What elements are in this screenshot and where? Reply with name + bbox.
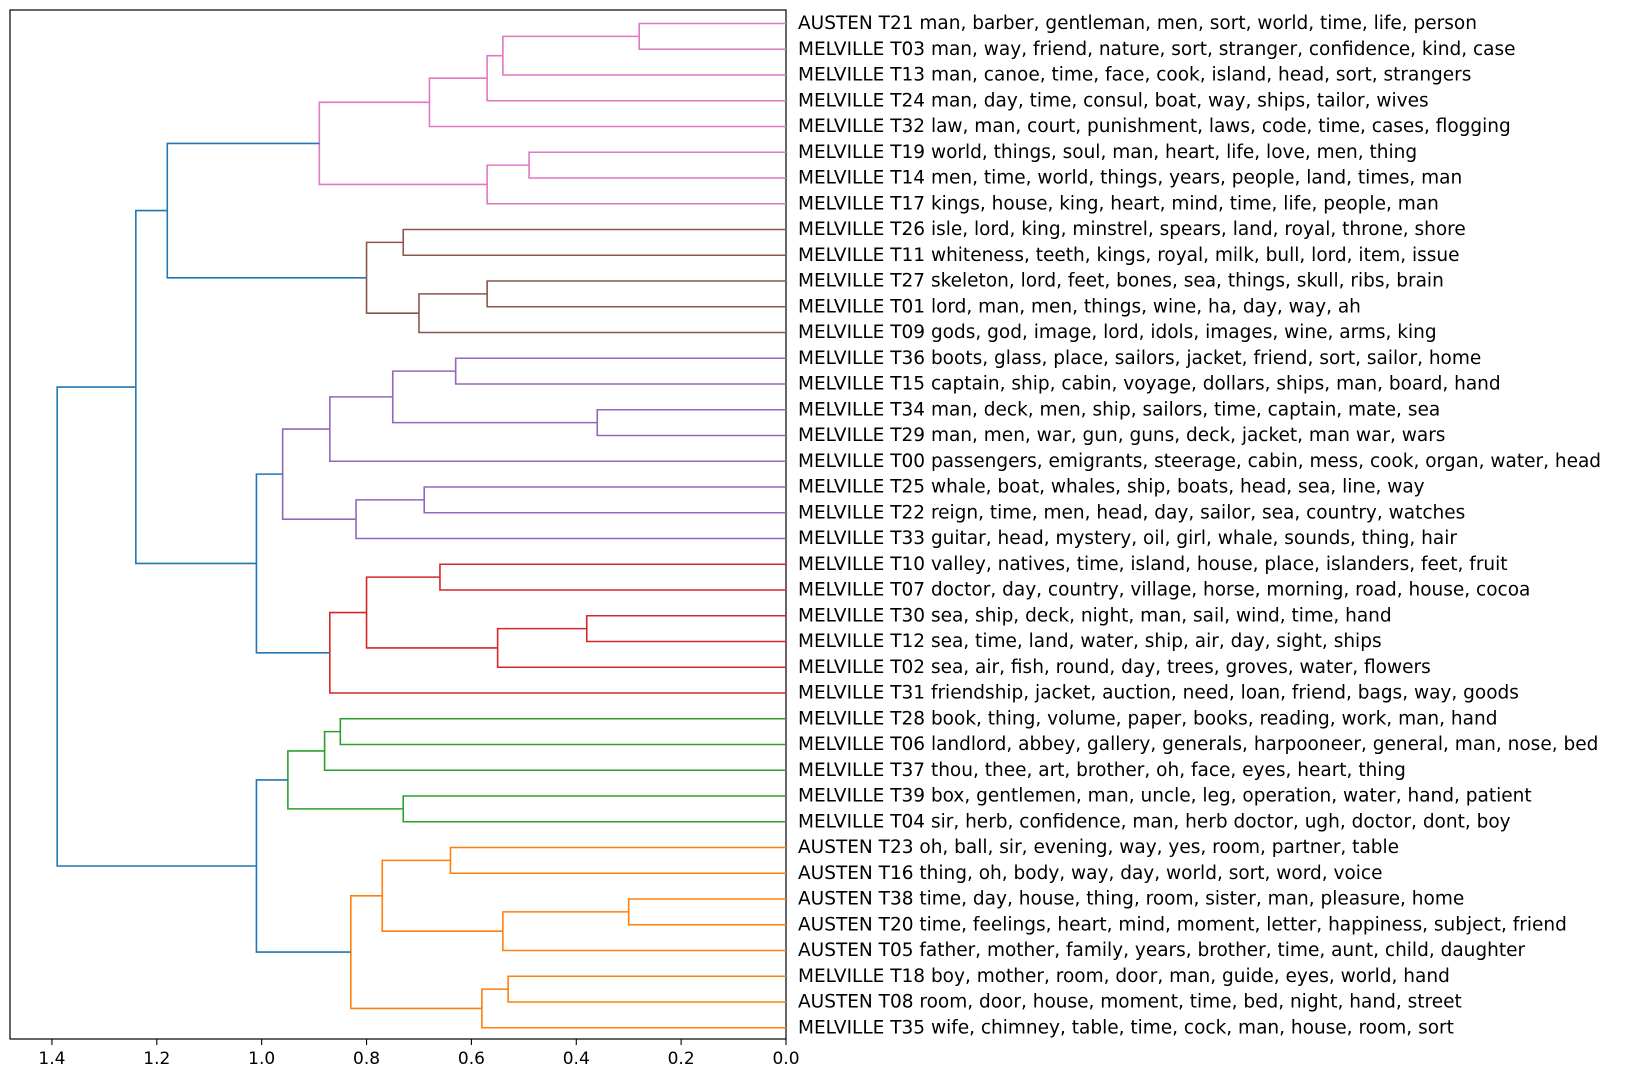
dendrogram-link-n28 (323, 730, 786, 772)
x-tick-label: 0.4 (563, 1049, 590, 1069)
leaf-label: AUSTEN T08 room, door, house, moment, ti… (798, 992, 1462, 1013)
leaf-label: MELVILLE T34 man, deck, men, ship, sailo… (798, 399, 1440, 420)
dendrogram-link-n4 (428, 77, 786, 128)
x-tick-label: 1.2 (143, 1049, 170, 1069)
dendrogram-links (56, 22, 786, 1029)
dendrogram-link-n14 (596, 408, 786, 437)
dendrogram-link-n33 (502, 911, 786, 952)
leaf-label: MELVILLE T26 isle, lord, king, minstrel,… (798, 219, 1466, 240)
dendrogram-link-n26 (135, 209, 257, 565)
leaf-label: MELVILLE T13 man, canoe, time, face, coo… (798, 65, 1471, 86)
leaf-label: MELVILLE T06 landlord, abbey, gallery, g… (798, 734, 1598, 755)
leaf-label: AUSTEN T38 time, day, house, thing, room… (798, 889, 1464, 910)
dendrogram-link-n30 (287, 750, 404, 810)
leaf-label: MELVILLE T31 friendship, jacket, auction… (798, 683, 1519, 704)
x-axis: 1.4 1.2 1.0 0.8 0.6 0.4 0.2 0.0 (38, 1039, 800, 1069)
dendrogram-link-n18 (355, 499, 786, 540)
leaf-label: MELVILLE T29 man, men, war, gun, guns, d… (798, 425, 1445, 446)
leaf-label: MELVILLE T32 law, man, court, punishment… (798, 116, 1511, 137)
leaf-label: MELVILLE T39 box, gentlemen, man, uncle,… (798, 786, 1532, 807)
plot-area-frame (9, 9, 787, 1040)
leaf-label: MELVILLE T14 men, time, world, things, y… (798, 168, 1462, 189)
leaf-label: MELVILLE T25 whale, boat, whales, ship, … (798, 477, 1425, 498)
x-tick-label: 1.4 (38, 1049, 65, 1069)
dendrogram-link-n6 (486, 164, 786, 205)
dendrogram-link-n7 (318, 101, 488, 186)
leaf-label: AUSTEN T05 father, mother, family, years… (798, 940, 1525, 961)
leaf-label: MELVILLE T07 doctor, day, country, villa… (798, 580, 1530, 601)
leaf-label: MELVILLE T35 wife, chimney, table, time,… (798, 1017, 1454, 1038)
x-tick-label: 0.2 (668, 1049, 695, 1069)
leaf-label: MELVILLE T33 guitar, head, mystery, oil,… (798, 528, 1457, 549)
x-tick-label: 0.6 (458, 1049, 485, 1069)
leaf-label: MELVILLE T03 man, way, friend, nature, s… (798, 39, 1516, 60)
dendrogram-link-n32 (627, 898, 786, 926)
leaf-label: MELVILLE T28 book, thing, volume, paper,… (798, 708, 1497, 729)
dendrogram-link-n8 (402, 228, 786, 257)
dendrogram-link-n23 (365, 576, 498, 649)
dendrogram-link-n38 (255, 779, 351, 953)
leaf-label: MELVILLE T02 sea, air, fish, round, day,… (798, 657, 1431, 678)
dendrogram-link-n25 (255, 473, 330, 654)
leaf-label: MELVILLE T12 sea, time, land, water, shi… (798, 631, 1382, 652)
dendrogram-link-n34 (381, 859, 503, 932)
dendrogram-link-n19 (281, 428, 357, 520)
leaf-labels: AUSTEN T21 man, barber, gentleman, men, … (798, 13, 1601, 1038)
dendrogram-link-n27 (339, 717, 786, 746)
dendrogram-link-n9 (486, 280, 786, 308)
leaf-label: AUSTEN T16 thing, oh, body, way, day, wo… (798, 863, 1382, 884)
dendrogram-link-n10 (418, 293, 786, 334)
dendrogram-link-n35 (507, 975, 786, 1003)
x-tick-label: 1.0 (248, 1049, 275, 1069)
leaf-label: MELVILLE T00 passengers, emigrants, stee… (798, 451, 1601, 472)
x-tick-label: 0.0 (772, 1049, 799, 1069)
dendrogram-link-n13 (454, 357, 786, 385)
leaf-label: MELVILLE T18 boy, mother, room, door, ma… (798, 966, 1450, 987)
leaf-label: MELVILLE T09 gods, god, image, lord, ido… (798, 322, 1437, 343)
dendrogram-link-n12 (166, 142, 367, 279)
dendrogram-link-n29 (402, 795, 786, 823)
dendrogram-link-n31 (449, 846, 786, 875)
dendrogram-link-n17 (423, 486, 786, 514)
dendrogram-link-n11 (365, 241, 419, 314)
x-tick-label: 0.8 (353, 1049, 380, 1069)
leaf-label: AUSTEN T20 time, feelings, heart, mind, … (798, 914, 1567, 935)
leaf-label: MELVILLE T19 world, things, soul, man, h… (798, 142, 1417, 163)
dendrogram-link-n36 (481, 988, 786, 1029)
leaf-label: MELVILLE T10 valley, natives, time, isla… (798, 554, 1508, 575)
dendrogram-link-n39 (56, 386, 257, 867)
leaf-label: MELVILLE T01 lord, man, men, things, win… (798, 296, 1361, 317)
leaf-label: MELVILLE T27 skeleton, lord, feet, bones… (798, 271, 1444, 292)
dendrogram-link-n21 (585, 614, 786, 643)
leaf-label: AUSTEN T23 oh, ball, sir, evening, way, … (798, 837, 1399, 858)
dendrogram-link-n5 (528, 151, 786, 179)
leaf-label: AUSTEN T21 man, barber, gentleman, men, … (798, 13, 1477, 34)
leaf-label: MELVILLE T36 boots, glass, place, sailor… (798, 348, 1481, 369)
leaf-label: MELVILLE T22 reign, time, men, head, day… (798, 502, 1465, 523)
dendrogram-link-n24 (329, 611, 786, 694)
dendrogram-link-n2 (502, 35, 786, 76)
dendrogram-link-n22 (496, 627, 786, 669)
leaf-label: MELVILLE T37 thou, thee, art, brother, o… (798, 760, 1406, 781)
leaf-label: MELVILLE T11 whiteness, teeth, kings, ro… (798, 245, 1460, 266)
leaf-label: MELVILLE T15 captain, ship, cabin, voyag… (798, 374, 1501, 395)
dendrogram-link-n16 (329, 396, 786, 463)
dendrogram-link-n37 (350, 894, 482, 1010)
leaf-label: MELVILLE T24 man, day, time, consul, boa… (798, 90, 1429, 111)
dendrogram-link-n1 (638, 22, 786, 51)
leaf-label: MELVILLE T30 sea, ship, deck, night, man… (798, 605, 1392, 626)
dendrogram-link-n20 (439, 563, 786, 591)
leaf-label: MELVILLE T04 sir, herb, confidence, man,… (798, 811, 1511, 832)
leaf-label: MELVILLE T17 kings, house, king, heart, … (798, 193, 1439, 214)
dendrogram-link-n3 (486, 54, 786, 102)
dendrogram-link-n15 (391, 370, 598, 424)
